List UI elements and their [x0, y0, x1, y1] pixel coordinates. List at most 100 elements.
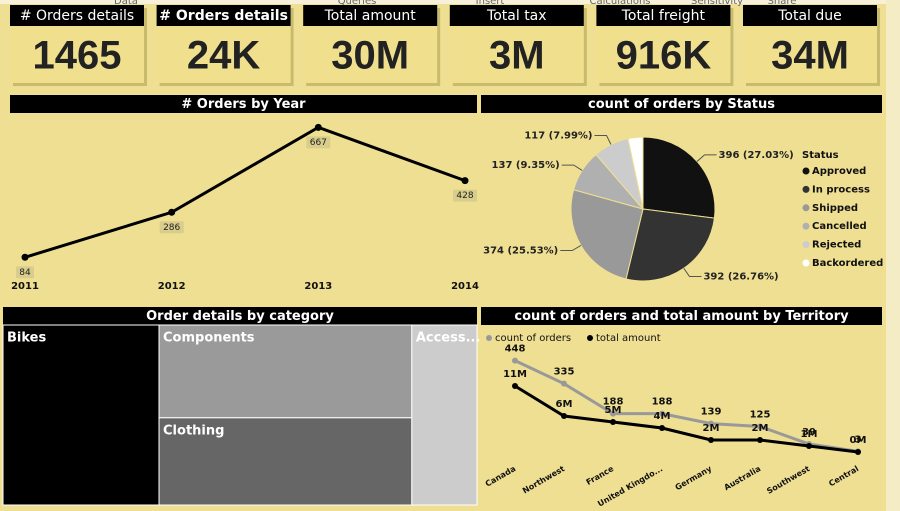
x-tick-label: 2013: [304, 281, 332, 292]
pie-slice: [627, 136, 644, 210]
data-label: 3: [855, 434, 862, 445]
line: [514, 384, 859, 454]
chart-title: count of orders and total amount by Terr…: [514, 309, 849, 324]
data-label: 125: [750, 410, 771, 421]
ribbon-label: Insert: [476, 0, 505, 7]
data-label: 39: [802, 427, 816, 438]
leader-line: [696, 154, 717, 162]
legend-label: Cancelled: [812, 221, 867, 232]
legend-marker: [587, 335, 593, 341]
legend-marker: [802, 241, 810, 249]
card-value: 916K: [616, 34, 712, 78]
data-label: 374 (25.53%): [483, 246, 558, 257]
point: [512, 383, 518, 389]
point: [708, 420, 714, 427]
data-label-bg: [159, 221, 184, 234]
panel-header: [10, 95, 477, 113]
treemap-tile: [158, 324, 413, 419]
point: [314, 123, 322, 131]
data-label: 188: [603, 397, 624, 408]
leader-line: [594, 135, 612, 145]
x-tick-label: 2012: [158, 281, 186, 292]
x-tick-label: 2011: [11, 281, 39, 292]
card-title-bar: [303, 5, 438, 26]
point: [659, 410, 665, 417]
card-title: # Orders details: [159, 8, 288, 24]
data-label: 335: [554, 367, 575, 378]
ribbon-label: Data: [114, 0, 138, 7]
card-value: 24K: [187, 34, 260, 78]
tile-label: Bikes: [7, 331, 46, 346]
legend-marker: [802, 167, 810, 175]
chart-title: # Orders by Year: [181, 97, 306, 112]
legend-marker: [802, 259, 810, 267]
card-title: Total amount: [324, 8, 417, 24]
card-title: Total due: [777, 8, 842, 24]
data-label: 667: [310, 138, 327, 148]
data-label: 139: [701, 407, 722, 418]
point: [168, 208, 176, 216]
leader-line: [561, 164, 583, 171]
data-label: 2M: [703, 423, 720, 434]
card-value: 1465: [33, 34, 122, 78]
tile-label: Access...: [416, 331, 481, 346]
legend-label: Approved: [812, 166, 866, 177]
legend-title: Status: [802, 150, 839, 161]
x-tick-label: 2014: [451, 281, 479, 292]
point: [659, 425, 665, 431]
data-label-bg: [306, 136, 331, 149]
data-label: 188: [652, 397, 673, 408]
point: [461, 177, 469, 185]
data-label-bg: [453, 189, 477, 202]
data-label: 2M: [752, 423, 769, 434]
data-label: 11M: [503, 369, 527, 380]
ribbon-strip: [0, 0, 886, 4]
treemap-tile: [411, 324, 478, 506]
point: [757, 423, 763, 430]
line: [24, 125, 466, 259]
legend-marker: [802, 185, 810, 193]
ribbon-label: Sensitivity: [691, 0, 743, 7]
legend-label: count of orders: [495, 333, 571, 344]
data-label: 428: [456, 191, 473, 201]
leader-line: [560, 245, 582, 252]
panel-header: [481, 95, 882, 113]
card-value: 3M: [489, 34, 545, 78]
legend-label: total amount: [596, 333, 661, 344]
data-label: 286: [163, 223, 180, 233]
data-label: 396 (27.03%): [719, 150, 794, 161]
card-value: 34M: [771, 34, 849, 78]
data-label: 448: [505, 344, 526, 355]
tile-label: Clothing: [163, 423, 224, 438]
ribbon-label: Calculations: [590, 0, 651, 7]
point: [855, 449, 861, 455]
legend-label: Shipped: [812, 203, 858, 214]
data-label: 0M: [850, 435, 867, 446]
card-title: # Orders details: [20, 8, 134, 24]
point: [610, 410, 616, 417]
data-label: 4M: [654, 411, 671, 422]
point: [708, 437, 714, 443]
ribbon-label: Queries: [338, 0, 377, 7]
chart-title: count of orders by Status: [588, 97, 775, 112]
data-label-bg: [16, 266, 34, 279]
point: [806, 443, 812, 449]
panel-header: [3, 307, 477, 325]
legend-marker: [802, 222, 810, 230]
data-label: 84: [19, 268, 31, 278]
point: [512, 357, 518, 364]
treemap-tile: [158, 417, 413, 506]
card-title-bar: [10, 5, 144, 26]
line: [514, 359, 859, 453]
card-title: Total tax: [486, 8, 547, 24]
point: [561, 380, 567, 387]
data-label: 117 (7.99%): [524, 131, 592, 142]
card-title: Total freight: [621, 8, 706, 24]
legend-label: Rejected: [812, 240, 861, 251]
ribbon-label: Share: [768, 0, 797, 7]
point: [757, 437, 763, 443]
data-label: 137 (9.35%): [492, 160, 560, 171]
data-label: 6M: [556, 399, 573, 410]
tile-label: Components: [163, 331, 255, 346]
